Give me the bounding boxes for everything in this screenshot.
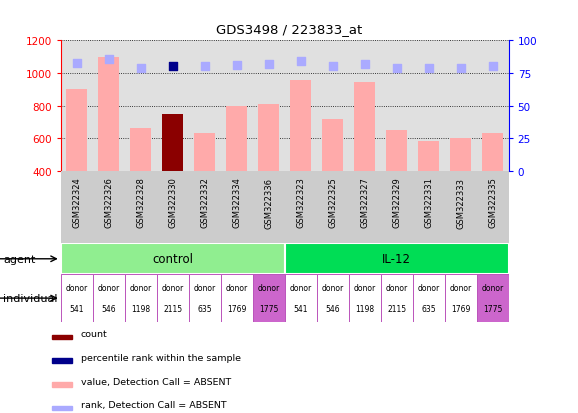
Text: 635: 635 — [197, 304, 212, 313]
Bar — [98, 57, 119, 171]
Text: count: count — [81, 330, 108, 338]
Text: GSM322325: GSM322325 — [328, 177, 337, 228]
Text: GSM322331: GSM322331 — [424, 177, 433, 228]
Text: 1769: 1769 — [227, 304, 246, 313]
Text: agent: agent — [3, 254, 35, 264]
Bar — [162, 114, 183, 171]
Text: GSM322330: GSM322330 — [168, 177, 177, 228]
Bar — [284, 244, 509, 275]
Text: GSM322335: GSM322335 — [488, 177, 497, 228]
Bar — [125, 275, 157, 322]
Text: GSM322332: GSM322332 — [200, 177, 209, 228]
Bar — [444, 275, 477, 322]
Bar — [477, 275, 509, 322]
Bar — [61, 275, 92, 322]
Text: GSM322324: GSM322324 — [72, 177, 81, 228]
Bar — [450, 139, 471, 171]
Text: donor: donor — [450, 283, 472, 292]
Text: donor: donor — [65, 283, 88, 292]
Text: donor: donor — [321, 283, 344, 292]
Bar — [226, 106, 247, 171]
Bar — [317, 275, 349, 322]
Bar — [157, 275, 188, 322]
Text: 2115: 2115 — [387, 304, 406, 313]
Text: donor: donor — [225, 283, 248, 292]
Bar — [130, 128, 151, 171]
Text: 546: 546 — [101, 304, 116, 313]
Text: GSM322323: GSM322323 — [296, 177, 305, 228]
Bar — [284, 275, 317, 322]
Text: 546: 546 — [325, 304, 340, 313]
Bar — [92, 275, 125, 322]
Bar — [221, 275, 253, 322]
Bar — [418, 142, 439, 171]
Text: IL-12: IL-12 — [382, 253, 411, 266]
Point — [232, 63, 241, 69]
Text: GDS3498 / 223833_at: GDS3498 / 223833_at — [216, 23, 362, 36]
Bar — [258, 105, 279, 171]
Text: donor: donor — [481, 283, 504, 292]
Bar — [194, 134, 215, 171]
Point — [200, 64, 209, 71]
Text: donor: donor — [417, 283, 440, 292]
Text: percentile rank within the sample: percentile rank within the sample — [81, 353, 241, 362]
Bar — [52, 335, 72, 339]
Text: 1198: 1198 — [131, 304, 150, 313]
Text: GSM322328: GSM322328 — [136, 177, 145, 228]
Text: donor: donor — [129, 283, 152, 292]
Text: donor: donor — [290, 283, 312, 292]
Text: control: control — [152, 253, 193, 266]
Text: individual: individual — [3, 293, 57, 304]
Text: GSM322327: GSM322327 — [360, 177, 369, 228]
Point — [168, 64, 177, 71]
Text: GSM322326: GSM322326 — [104, 177, 113, 228]
Text: 1775: 1775 — [259, 304, 279, 313]
Point — [360, 62, 369, 68]
Bar — [354, 83, 375, 171]
Text: GSM322329: GSM322329 — [392, 177, 401, 228]
Point — [264, 62, 273, 68]
Text: donor: donor — [194, 283, 216, 292]
Bar — [188, 275, 221, 322]
Point — [296, 59, 305, 65]
Bar — [290, 80, 311, 171]
Point — [456, 65, 465, 72]
Text: donor: donor — [258, 283, 280, 292]
Text: value, Detection Call = ABSENT: value, Detection Call = ABSENT — [81, 377, 231, 386]
Text: GSM322336: GSM322336 — [264, 177, 273, 228]
Bar — [52, 382, 72, 387]
Bar — [61, 244, 284, 275]
Bar — [381, 275, 413, 322]
Point — [392, 65, 401, 72]
Point — [136, 65, 145, 72]
Bar — [413, 275, 444, 322]
Text: 541: 541 — [294, 304, 308, 313]
Bar — [253, 275, 285, 322]
Text: 1769: 1769 — [451, 304, 470, 313]
Text: GSM322333: GSM322333 — [456, 177, 465, 228]
Bar — [482, 134, 503, 171]
Text: donor: donor — [354, 283, 376, 292]
Text: 635: 635 — [421, 304, 436, 313]
Bar — [66, 90, 87, 171]
Text: donor: donor — [386, 283, 407, 292]
Bar — [52, 406, 72, 410]
Point — [104, 56, 113, 63]
Text: rank, Detection Call = ABSENT: rank, Detection Call = ABSENT — [81, 400, 227, 409]
Point — [328, 64, 338, 71]
Text: 2115: 2115 — [163, 304, 182, 313]
Point — [72, 60, 81, 67]
Text: 1198: 1198 — [355, 304, 374, 313]
Text: donor: donor — [98, 283, 120, 292]
Bar — [323, 119, 343, 171]
Bar — [349, 275, 381, 322]
Point — [488, 64, 497, 71]
Bar — [52, 358, 72, 363]
Text: 541: 541 — [69, 304, 84, 313]
Bar — [386, 131, 407, 171]
Point — [424, 65, 434, 72]
Text: GSM322334: GSM322334 — [232, 177, 241, 228]
Text: donor: donor — [162, 283, 184, 292]
Text: 1775: 1775 — [483, 304, 502, 313]
